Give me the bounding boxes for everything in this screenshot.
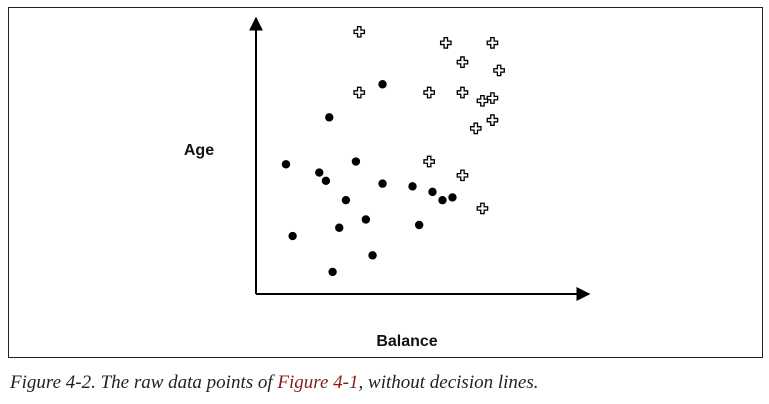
dot-point: [378, 80, 387, 89]
cross-point: [476, 94, 489, 107]
figure-link[interactable]: Figure 4-1: [277, 372, 359, 393]
dot-point: [281, 160, 291, 169]
figure-caption: Figure 4-2. The raw data points of Figur…: [10, 372, 538, 394]
dot-point: [414, 220, 424, 230]
dot-point: [335, 223, 344, 232]
dot-point: [428, 187, 437, 197]
dot-point: [408, 182, 417, 191]
figure-frame: Age Balance: [8, 7, 763, 358]
cross-point: [486, 36, 499, 49]
dot-point: [438, 195, 447, 205]
caption-prefix: Figure 4-2. The raw data points of: [10, 372, 278, 393]
cross-point: [476, 202, 489, 215]
dot-point: [288, 231, 297, 241]
x-axis-label: Balance: [376, 333, 437, 350]
data-points: [281, 25, 505, 277]
cross-point: [456, 169, 469, 182]
dot-point: [378, 179, 387, 188]
dot-point: [325, 113, 334, 122]
cross-point: [486, 114, 499, 126]
y-axis-label: Age: [184, 142, 214, 159]
dot-point: [351, 157, 361, 166]
cross-point: [439, 36, 452, 49]
cross-point: [469, 122, 482, 135]
dot-point: [448, 193, 457, 202]
cross-point: [423, 155, 436, 168]
caption-suffix: , without decision lines.: [358, 372, 539, 393]
cross-point: [353, 86, 366, 99]
cross-point: [456, 86, 469, 99]
cross-point: [493, 64, 505, 77]
cross-point: [486, 92, 499, 104]
dot-point: [341, 195, 351, 205]
cross-point: [353, 25, 366, 38]
cross-point: [456, 56, 469, 69]
dot-point: [321, 176, 331, 186]
scatter-plot: Age Balance: [184, 16, 591, 350]
dot-point: [328, 267, 337, 277]
cross-point: [423, 86, 436, 99]
dot-point: [368, 251, 377, 260]
dot-point: [315, 168, 324, 177]
dot-point: [361, 215, 371, 224]
